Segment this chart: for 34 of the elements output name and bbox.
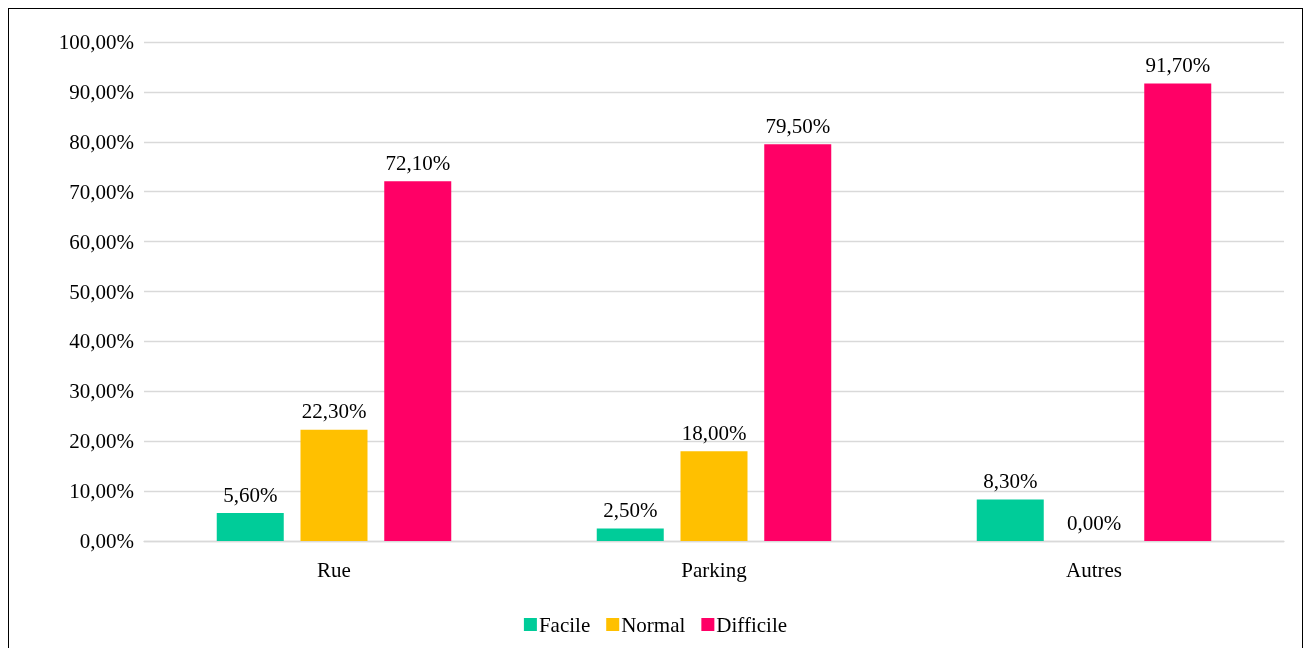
y-tick-label: 50,00% [69, 279, 134, 304]
y-tick-label: 80,00% [69, 129, 134, 154]
y-tick-label: 40,00% [69, 329, 134, 354]
bar [764, 144, 832, 541]
y-tick-label: 70,00% [69, 179, 134, 204]
bar [976, 499, 1044, 541]
legend-label: Difficile [716, 612, 788, 637]
legend-label: Normal [621, 612, 686, 637]
x-tick-label: Autres [1066, 557, 1122, 582]
data-label: 2,50% [603, 498, 658, 523]
x-tick-label: Rue [317, 557, 351, 582]
data-label: 91,70% [1145, 52, 1211, 77]
data-label: 5,60% [223, 482, 278, 507]
data-label: 72,10% [385, 150, 451, 175]
y-tick-label: 0,00% [79, 529, 134, 553]
y-tick-label: 100,00% [58, 30, 134, 54]
legend-label: Facile [538, 612, 591, 637]
data-label: 22,30% [301, 399, 367, 424]
y-tick-label: 20,00% [69, 429, 134, 454]
y-tick-label: 60,00% [69, 229, 134, 254]
bar [384, 181, 452, 541]
bar [216, 513, 284, 541]
y-tick-label: 90,00% [69, 79, 134, 104]
data-label: 0,00% [1066, 510, 1122, 535]
data-label: 79,50% [765, 113, 831, 138]
data-label: 18,00% [681, 420, 747, 445]
x-tick-label: Parking [681, 557, 748, 582]
bar [596, 528, 664, 541]
bar [300, 429, 368, 541]
y-tick-label: 30,00% [69, 379, 134, 404]
y-tick-label: 10,00% [69, 479, 134, 504]
bar [1144, 83, 1212, 541]
bar [680, 451, 748, 541]
data-label: 8,30% [983, 469, 1038, 494]
